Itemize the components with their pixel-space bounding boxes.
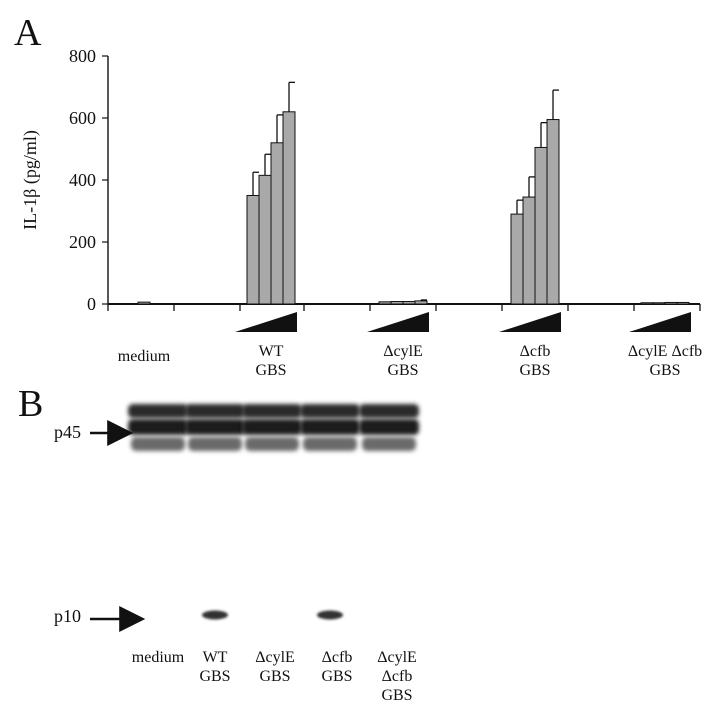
p45-upper-band bbox=[300, 404, 360, 418]
bar bbox=[402, 301, 416, 305]
group-label-line: medium bbox=[117, 348, 171, 365]
lane-label-line: GBS bbox=[259, 668, 291, 685]
dose-ramps bbox=[235, 312, 691, 332]
lane-label: ΔcylE GBS bbox=[235, 648, 315, 686]
bar bbox=[390, 301, 404, 305]
lane-label: Δcfb GBS bbox=[297, 648, 377, 686]
bar bbox=[378, 301, 392, 305]
bar bbox=[664, 301, 678, 305]
p45-lower-band bbox=[188, 437, 242, 451]
p10-band bbox=[317, 610, 343, 620]
group-label-line: ΔcylE bbox=[383, 343, 423, 360]
chart-bars bbox=[137, 81, 690, 305]
bar bbox=[258, 174, 272, 305]
lane-label: WT GBS bbox=[175, 648, 255, 686]
p45-upper-band bbox=[242, 404, 302, 418]
lane-label-line: Δcfb bbox=[321, 649, 353, 666]
p45-label: p45 bbox=[54, 422, 81, 442]
p45-lower-band bbox=[131, 437, 185, 451]
lane-label: medium bbox=[118, 648, 198, 667]
p45-band bbox=[128, 419, 188, 435]
bar bbox=[414, 300, 428, 305]
y-tick-label: 800 bbox=[69, 46, 96, 66]
group-label-line: GBS bbox=[519, 362, 551, 379]
y-tick-label: 0 bbox=[87, 294, 96, 314]
p45-upper-band bbox=[359, 404, 419, 418]
group-label-line: ΔcylE Δcfb bbox=[627, 343, 703, 360]
dose-ramp bbox=[235, 312, 297, 332]
p45-lower-band bbox=[303, 437, 357, 451]
dose-ramp bbox=[367, 312, 429, 332]
lane-label-line: ΔcylE bbox=[377, 649, 417, 666]
p45-band bbox=[359, 419, 419, 435]
p45-band bbox=[185, 419, 245, 435]
dose-ramp bbox=[499, 312, 561, 332]
group-label-line: GBS bbox=[387, 362, 419, 379]
lane-label-line: GBS bbox=[381, 687, 413, 704]
bar bbox=[282, 111, 296, 305]
group-label: ΔcylE GBS bbox=[333, 342, 473, 380]
bar bbox=[676, 301, 690, 305]
p45-lower-band bbox=[245, 437, 299, 451]
bar bbox=[522, 196, 536, 305]
p10-band bbox=[202, 610, 228, 620]
lane-label-line: GBS bbox=[199, 668, 231, 685]
group-label: WT GBS bbox=[201, 342, 341, 380]
group-label-line: GBS bbox=[649, 362, 681, 379]
group-label-line: WT bbox=[258, 343, 284, 360]
group-label-line: GBS bbox=[255, 362, 287, 379]
p45-band bbox=[242, 419, 302, 435]
y-tick-label: 400 bbox=[69, 170, 96, 190]
p45-upper-band bbox=[128, 404, 188, 418]
bar bbox=[534, 146, 548, 305]
group-label: medium bbox=[74, 342, 214, 366]
bar bbox=[652, 302, 666, 305]
western-blot bbox=[90, 396, 420, 656]
panel-a-label: A bbox=[14, 12, 42, 54]
y-tick-label: 600 bbox=[69, 108, 96, 128]
lane-label-line: ΔcylE bbox=[255, 649, 295, 666]
bar bbox=[546, 119, 560, 305]
lane-label-line: WT bbox=[202, 649, 228, 666]
p45-upper-band bbox=[185, 404, 245, 418]
panel-b-label: B bbox=[18, 383, 44, 425]
p10-label: p10 bbox=[54, 606, 81, 626]
lane-label: ΔcylE Δcfb GBS bbox=[357, 648, 437, 705]
p45-lower-band bbox=[362, 437, 416, 451]
group-label: ΔcylE Δcfb GBS bbox=[595, 342, 714, 380]
y-tick-label: 200 bbox=[69, 232, 96, 252]
group-label: Δcfb GBS bbox=[465, 342, 605, 380]
bar bbox=[246, 195, 260, 305]
lane-label-line: GBS bbox=[321, 668, 353, 685]
bar bbox=[270, 142, 284, 305]
bar bbox=[510, 213, 524, 305]
y-axis-label: IL-1β (pg/ml) bbox=[20, 130, 41, 230]
group-label-line: Δcfb bbox=[519, 343, 551, 360]
lane-label-line: Δcfb bbox=[381, 668, 413, 685]
p45-band bbox=[300, 419, 360, 435]
bar bbox=[137, 301, 151, 305]
lane-label-line: medium bbox=[131, 649, 185, 666]
bar bbox=[640, 302, 654, 305]
dose-ramp bbox=[629, 312, 691, 332]
chart-axes: 0 200 400 600 800 bbox=[69, 46, 701, 314]
